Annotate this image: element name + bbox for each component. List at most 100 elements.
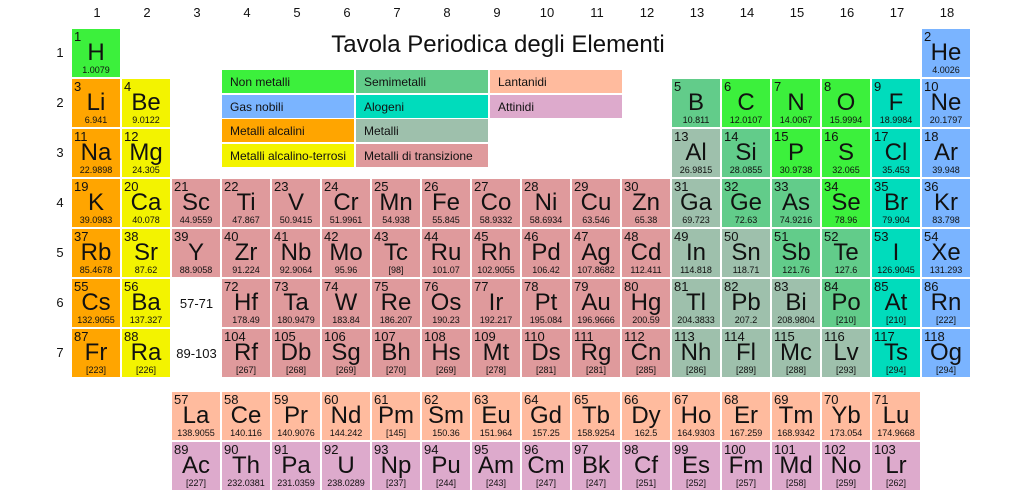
element-c[interactable]: 6 C 12.0107 <box>722 79 771 128</box>
element-se[interactable]: 34 Se 78.96 <box>822 179 871 228</box>
element-co[interactable]: 27 Co 58.9332 <box>472 179 521 228</box>
element-cl[interactable]: 17 Cl 35.453 <box>872 129 921 178</box>
element-w[interactable]: 74 W 183.84 <box>322 279 371 328</box>
element-cf[interactable]: 98 Cf [251] <box>622 442 671 491</box>
element-ts[interactable]: 117 Ts [294] <box>872 329 921 378</box>
element-he[interactable]: 2 He 4.0026 <box>922 29 971 78</box>
element-b[interactable]: 5 B 10.811 <box>672 79 721 128</box>
element-f[interactable]: 9 F 18.9984 <box>872 79 921 128</box>
element-v[interactable]: 23 V 50.9415 <box>272 179 321 228</box>
element-er[interactable]: 68 Er 167.259 <box>722 392 771 441</box>
element-o[interactable]: 8 O 15.9994 <box>822 79 871 128</box>
element-no[interactable]: 102 No [259] <box>822 442 871 491</box>
element-hg[interactable]: 80 Hg 200.59 <box>622 279 671 328</box>
element-es[interactable]: 99 Es [252] <box>672 442 721 491</box>
element-gd[interactable]: 64 Gd 157.25 <box>522 392 571 441</box>
element-ir[interactable]: 77 Ir 192.217 <box>472 279 521 328</box>
element-cs[interactable]: 55 Cs 132.9055 <box>72 279 121 328</box>
element-th[interactable]: 90 Th 232.0381 <box>222 442 271 491</box>
element-xe[interactable]: 54 Xe 131.293 <box>922 229 971 278</box>
element-ti[interactable]: 22 Ti 47.867 <box>222 179 271 228</box>
element-in[interactable]: 49 In 114.818 <box>672 229 721 278</box>
element-sn[interactable]: 50 Sn 118.71 <box>722 229 771 278</box>
element-bh[interactable]: 107 Bh [270] <box>372 329 421 378</box>
element-mn[interactable]: 25 Mn 54.938 <box>372 179 421 228</box>
element-sb[interactable]: 51 Sb 121.76 <box>772 229 821 278</box>
element-u[interactable]: 92 U 238.0289 <box>322 442 371 491</box>
element-ga[interactable]: 31 Ga 69.723 <box>672 179 721 228</box>
element-i[interactable]: 53 I 126.9045 <box>872 229 921 278</box>
element-pa[interactable]: 91 Pa 231.0359 <box>272 442 321 491</box>
element-as[interactable]: 33 As 74.9216 <box>772 179 821 228</box>
element-pm[interactable]: 61 Pm [145] <box>372 392 421 441</box>
element-hf[interactable]: 72 Hf 178.49 <box>222 279 271 328</box>
element-zn[interactable]: 30 Zn 65.38 <box>622 179 671 228</box>
element-be[interactable]: 4 Be 9.0122 <box>122 79 171 128</box>
element-ge[interactable]: 32 Ge 72.63 <box>722 179 771 228</box>
element-os[interactable]: 76 Os 190.23 <box>422 279 471 328</box>
element-p[interactable]: 15 P 30.9738 <box>772 129 821 178</box>
element-at[interactable]: 85 At [210] <box>872 279 921 328</box>
element-lu[interactable]: 71 Lu 174.9668 <box>872 392 921 441</box>
element-ta[interactable]: 73 Ta 180.9479 <box>272 279 321 328</box>
element-ni[interactable]: 28 Ni 58.6934 <box>522 179 571 228</box>
lanthanides-placeholder[interactable]: 57-71 <box>172 279 221 328</box>
element-s[interactable]: 16 S 32.065 <box>822 129 871 178</box>
element-k[interactable]: 19 K 39.0983 <box>72 179 121 228</box>
element-ra[interactable]: 88 Ra [226] <box>122 329 171 378</box>
element-y[interactable]: 39 Y 88.9058 <box>172 229 221 278</box>
element-mc[interactable]: 115 Mc [288] <box>772 329 821 378</box>
element-pr[interactable]: 59 Pr 140.9076 <box>272 392 321 441</box>
element-md[interactable]: 101 Md [258] <box>772 442 821 491</box>
element-lv[interactable]: 116 Lv [293] <box>822 329 871 378</box>
element-ne[interactable]: 10 Ne 20.1797 <box>922 79 971 128</box>
element-nb[interactable]: 41 Nb 92.9064 <box>272 229 321 278</box>
element-ho[interactable]: 67 Ho 164.9303 <box>672 392 721 441</box>
element-ar[interactable]: 18 Ar 39.948 <box>922 129 971 178</box>
element-mg[interactable]: 12 Mg 24.305 <box>122 129 171 178</box>
element-cr[interactable]: 24 Cr 51.9961 <box>322 179 371 228</box>
element-cm[interactable]: 96 Cm [247] <box>522 442 571 491</box>
element-sc[interactable]: 21 Sc 44.9559 <box>172 179 221 228</box>
element-sg[interactable]: 106 Sg [269] <box>322 329 371 378</box>
element-zr[interactable]: 40 Zr 91.224 <box>222 229 271 278</box>
element-bk[interactable]: 97 Bk [247] <box>572 442 621 491</box>
element-rh[interactable]: 45 Rh 102.9055 <box>472 229 521 278</box>
element-cn[interactable]: 112 Cn [285] <box>622 329 671 378</box>
element-fe[interactable]: 26 Fe 55.845 <box>422 179 471 228</box>
element-db[interactable]: 105 Db [268] <box>272 329 321 378</box>
element-cd[interactable]: 48 Cd 112.411 <box>622 229 671 278</box>
element-hs[interactable]: 108 Hs [269] <box>422 329 471 378</box>
element-pt[interactable]: 78 Pt 195.084 <box>522 279 571 328</box>
element-nd[interactable]: 60 Nd 144.242 <box>322 392 371 441</box>
element-rb[interactable]: 37 Rb 85.4678 <box>72 229 121 278</box>
actinides-placeholder[interactable]: 89-103 <box>172 329 221 378</box>
element-te[interactable]: 52 Te 127.6 <box>822 229 871 278</box>
element-po[interactable]: 84 Po [210] <box>822 279 871 328</box>
element-ru[interactable]: 44 Ru 101.07 <box>422 229 471 278</box>
element-yb[interactable]: 70 Yb 173.054 <box>822 392 871 441</box>
element-ba[interactable]: 56 Ba 137.327 <box>122 279 171 328</box>
element-tb[interactable]: 65 Tb 158.9254 <box>572 392 621 441</box>
element-pb[interactable]: 82 Pb 207.2 <box>722 279 771 328</box>
element-fl[interactable]: 114 Fl [289] <box>722 329 771 378</box>
element-tc[interactable]: 43 Tc [98] <box>372 229 421 278</box>
element-tl[interactable]: 81 Tl 204.3833 <box>672 279 721 328</box>
element-ca[interactable]: 20 Ca 40.078 <box>122 179 171 228</box>
element-al[interactable]: 13 Al 26.9815 <box>672 129 721 178</box>
element-pu[interactable]: 94 Pu [244] <box>422 442 471 491</box>
element-bi[interactable]: 83 Bi 208.9804 <box>772 279 821 328</box>
element-pd[interactable]: 46 Pd 106.42 <box>522 229 571 278</box>
element-re[interactable]: 75 Re 186.207 <box>372 279 421 328</box>
element-na[interactable]: 11 Na 22.9898 <box>72 129 121 178</box>
element-sm[interactable]: 62 Sm 150.36 <box>422 392 471 441</box>
element-au[interactable]: 79 Au 196.9666 <box>572 279 621 328</box>
element-si[interactable]: 14 Si 28.0855 <box>722 129 771 178</box>
element-rg[interactable]: 111 Rg [281] <box>572 329 621 378</box>
element-kr[interactable]: 36 Kr 83.798 <box>922 179 971 228</box>
element-cu[interactable]: 29 Cu 63.546 <box>572 179 621 228</box>
element-am[interactable]: 95 Am [243] <box>472 442 521 491</box>
element-ce[interactable]: 58 Ce 140.116 <box>222 392 271 441</box>
element-dy[interactable]: 66 Dy 162.5 <box>622 392 671 441</box>
element-ag[interactable]: 47 Ag 107.8682 <box>572 229 621 278</box>
